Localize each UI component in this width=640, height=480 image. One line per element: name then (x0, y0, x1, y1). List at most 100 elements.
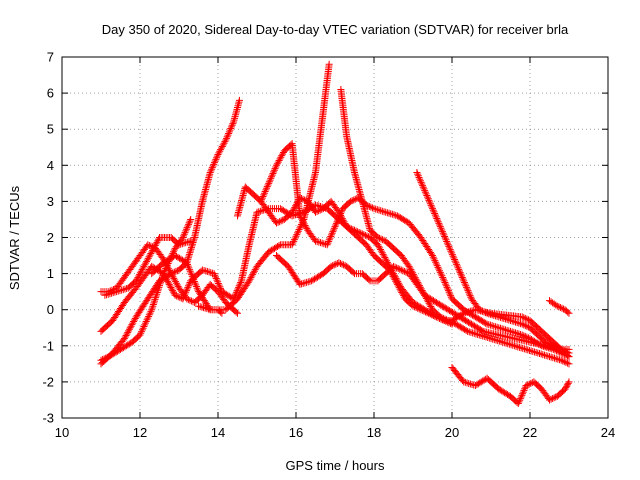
data-point (450, 254, 458, 262)
data-point (494, 337, 502, 345)
data-point (436, 223, 444, 231)
data-point (263, 183, 271, 191)
data-point (432, 213, 440, 221)
data-point (454, 264, 462, 272)
data-point (443, 239, 451, 247)
data-point (376, 244, 384, 252)
data-point (164, 279, 172, 287)
data-point (518, 320, 526, 328)
data-point (435, 265, 443, 273)
data-point (565, 309, 573, 317)
data-point (483, 320, 491, 328)
data-point (447, 292, 455, 300)
data-point (410, 272, 418, 280)
data-point (432, 260, 440, 268)
data-point (432, 298, 440, 306)
data-point (149, 302, 157, 310)
data-point (106, 352, 114, 360)
data-point (547, 395, 555, 403)
data-point (330, 224, 338, 232)
data-point (460, 316, 468, 324)
data-point (393, 276, 401, 284)
data-point (276, 205, 284, 213)
data-point (347, 225, 355, 233)
data-point (436, 221, 444, 229)
data-point (186, 249, 194, 257)
data-point (524, 381, 532, 389)
data-point (434, 218, 442, 226)
data-point (546, 353, 553, 361)
data-point (152, 294, 160, 302)
data-point (190, 276, 198, 284)
data-point (556, 304, 564, 312)
data-point (136, 331, 144, 339)
data-point (446, 317, 454, 325)
data-point (134, 274, 142, 282)
data-point (185, 238, 193, 246)
y-tick-label: 2 (47, 230, 54, 245)
data-point (563, 381, 571, 389)
data-point (426, 198, 434, 206)
data-point (548, 341, 556, 349)
data-point (429, 253, 437, 261)
data-point (154, 237, 162, 245)
data-point (186, 267, 194, 275)
data-point (465, 318, 473, 326)
data-point (269, 245, 277, 253)
data-point (326, 234, 334, 242)
data-point (461, 280, 469, 288)
data-point (559, 357, 567, 365)
data-point (296, 224, 304, 232)
data-point (178, 235, 186, 243)
data-point (543, 339, 551, 347)
data-point (455, 267, 463, 275)
data-point (157, 278, 165, 286)
data-point (189, 274, 197, 282)
data-point (201, 304, 209, 312)
data-point (448, 308, 456, 316)
data-point (323, 241, 331, 249)
data-point (438, 314, 446, 322)
data-point (296, 212, 304, 220)
data-point (146, 251, 154, 259)
data-point (136, 270, 144, 278)
data-point (166, 282, 174, 290)
data-point (467, 328, 475, 336)
data-point (507, 341, 515, 349)
data-point (263, 184, 271, 192)
data-point (418, 286, 426, 294)
data-point (260, 189, 268, 197)
data-point (337, 208, 345, 216)
data-point (317, 239, 325, 247)
data-point (552, 355, 560, 363)
data-point (161, 266, 169, 274)
data-point (108, 351, 116, 359)
series-track-6 (148, 252, 226, 317)
data-point (430, 255, 438, 263)
data-point (507, 317, 514, 325)
data-point (417, 285, 425, 293)
data-point (519, 344, 527, 352)
data-point (154, 285, 162, 293)
data-point (320, 240, 328, 248)
data-point (407, 266, 415, 274)
data-point (462, 326, 470, 334)
data-point (174, 293, 182, 301)
data-point (351, 226, 358, 234)
data-point (443, 283, 451, 291)
data-point (412, 275, 420, 283)
data-point (479, 377, 487, 385)
data-point (277, 153, 285, 161)
data-point (505, 316, 513, 324)
data-point (502, 390, 510, 398)
data-point (399, 267, 407, 275)
data-point (453, 311, 461, 319)
data-point (266, 176, 274, 184)
data-point (415, 302, 423, 310)
data-point (151, 295, 159, 303)
chart-title: Day 350 of 2020, Sidereal Day-to-day VTE… (102, 22, 569, 37)
data-point (210, 159, 218, 167)
data-point (425, 299, 433, 307)
data-point (192, 283, 200, 291)
data-point (367, 203, 375, 211)
